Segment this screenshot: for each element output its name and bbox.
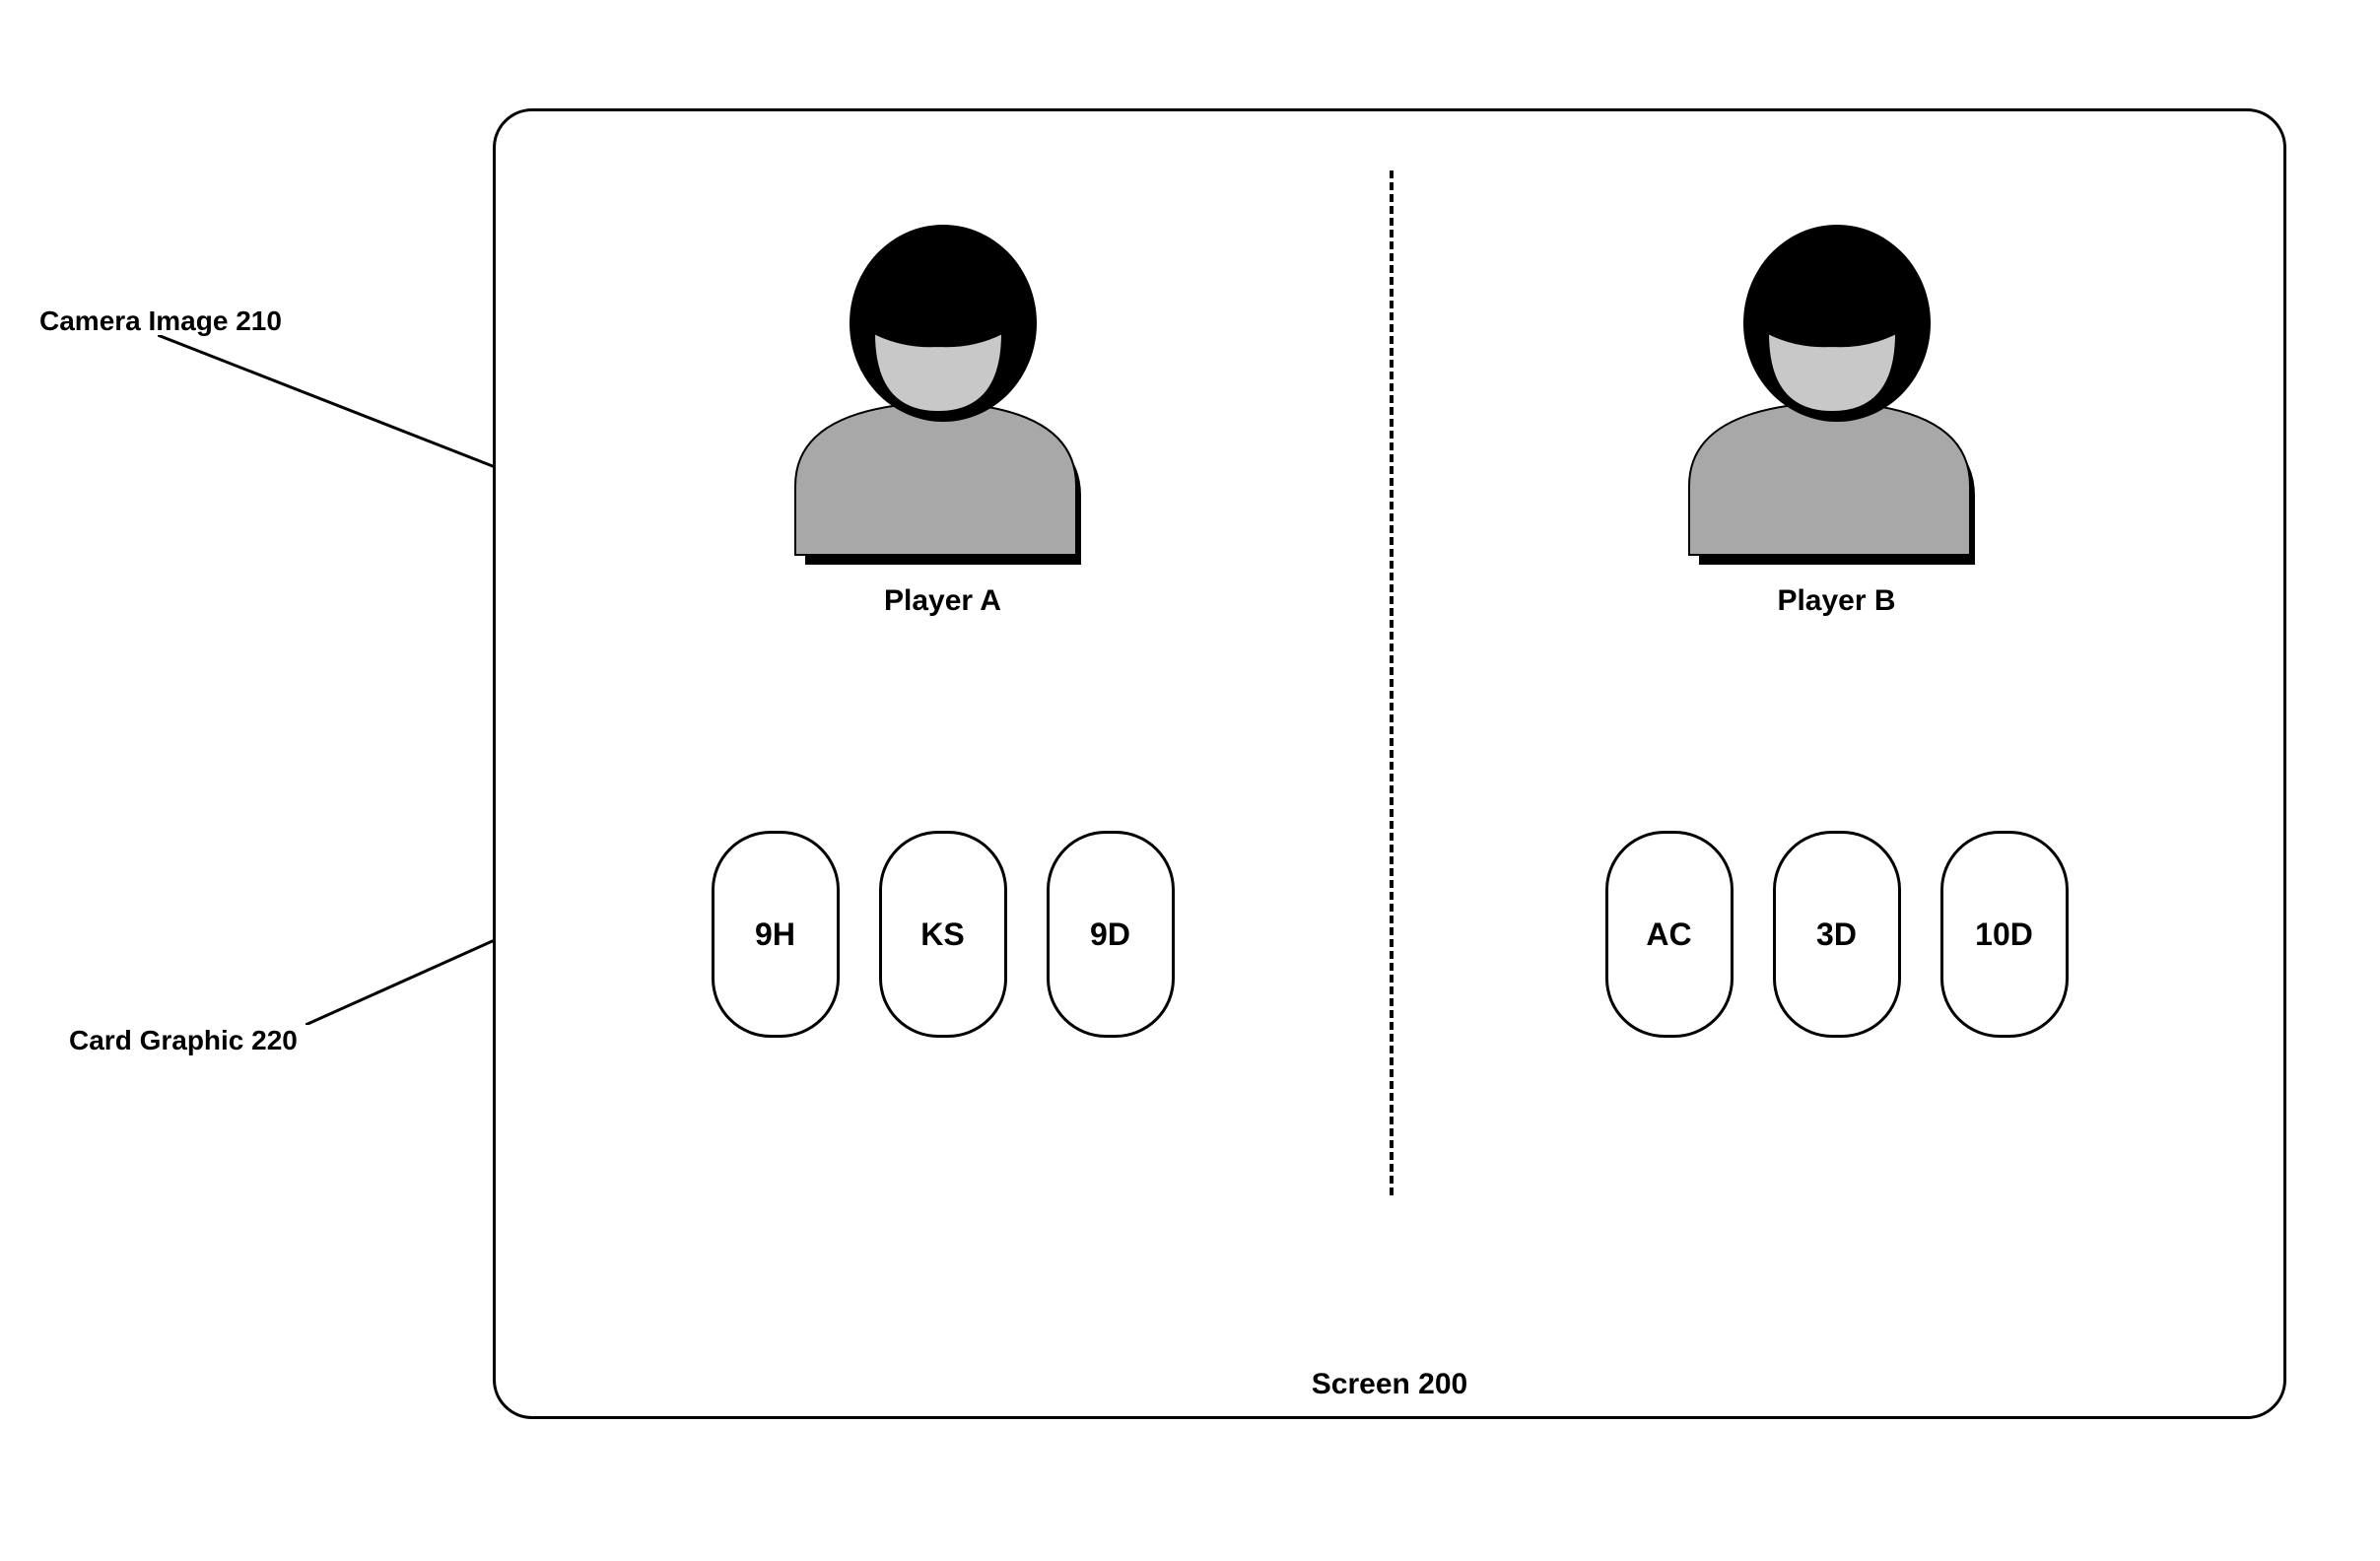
card-annotation-label: Card Graphic 220 [69,1025,298,1056]
player-b-cards: AC 3D 10D [1390,831,2283,1038]
card-item: 10D [1940,831,2069,1038]
camera-annotation-label: Camera Image 210 [39,305,282,337]
player-b-section: Player B [1390,220,2283,618]
player-b-avatar [1640,220,2034,575]
card-item: AC [1605,831,1734,1038]
card-item: KS [879,831,1007,1038]
screen-label: Screen 200 [1312,1368,1467,1401]
player-a-section: Player A [496,220,1390,618]
player-a-avatar [746,220,1140,575]
card-item: 3D [1773,831,1901,1038]
player-b-label: Player B [1777,584,1895,618]
player-a-label: Player A [884,584,1001,618]
card-item: 9D [1047,831,1175,1038]
card-item: 9H [712,831,840,1038]
diagram-container: Camera Image 210 Card Graphic 220 Player… [39,39,2341,1522]
screen-frame: Player A Player B 9H KS 9D AC 3D 10D Sc [493,108,2286,1419]
player-a-cards: 9H KS 9D [496,831,1390,1038]
